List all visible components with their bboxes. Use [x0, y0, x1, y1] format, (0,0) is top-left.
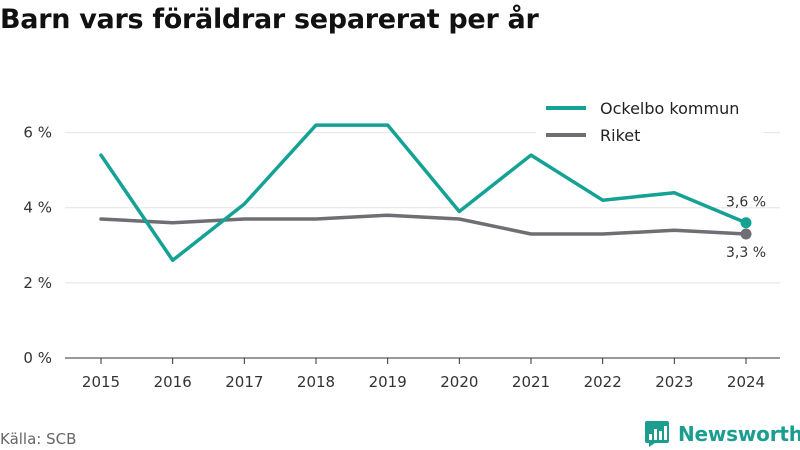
legend-label: Riket — [600, 126, 640, 145]
y-tick-label: 6 % — [23, 124, 52, 142]
series-lines: 3,6 % 3,3 % — [99, 123, 766, 263]
newsworthy-logo: Newsworthy — [644, 420, 800, 448]
x-tick-label: 2016 — [154, 373, 192, 391]
x-tick-label: 2015 — [82, 373, 120, 391]
legend-label: Ockelbo kommun — [600, 99, 739, 118]
x-tick-label: 2021 — [512, 373, 550, 391]
y-tick-label: 4 % — [23, 199, 52, 217]
end-label-riket: 3,3 % — [726, 245, 766, 261]
chart-title: Barn vars föräldrar separerat per år — [0, 4, 539, 35]
x-tick-label: 2022 — [584, 373, 622, 391]
series-line-1 — [99, 213, 748, 236]
y-tick-label: 0 % — [23, 349, 52, 367]
series-end-point-0 — [740, 217, 752, 229]
x-tick-label: 2023 — [655, 373, 693, 391]
gridlines: 0 % 2 % 4 % 6 % — [23, 124, 780, 367]
y-tick-label: 2 % — [23, 274, 52, 292]
x-axis: 2015 2016 2017 2018 2019 2020 2021 2022 2023 2024 — [65, 357, 780, 391]
brand-name: Newsworthy — [678, 422, 800, 446]
legend-background — [536, 90, 764, 154]
newsworthy-logo-icon — [645, 421, 669, 447]
x-tick-label: 2024 — [727, 373, 765, 391]
x-tick-label: 2017 — [225, 373, 263, 391]
series-end-point-1 — [740, 228, 752, 240]
end-label-ockelbo: 3,6 % — [726, 195, 766, 211]
x-tick-label: 2019 — [369, 373, 407, 391]
x-tick-label: 2018 — [297, 373, 335, 391]
source-note: Källa: SCB — [0, 430, 77, 448]
series-line-0 — [99, 123, 748, 263]
legend: Ockelbo kommun Riket — [536, 90, 764, 154]
x-tick-label: 2020 — [440, 373, 478, 391]
